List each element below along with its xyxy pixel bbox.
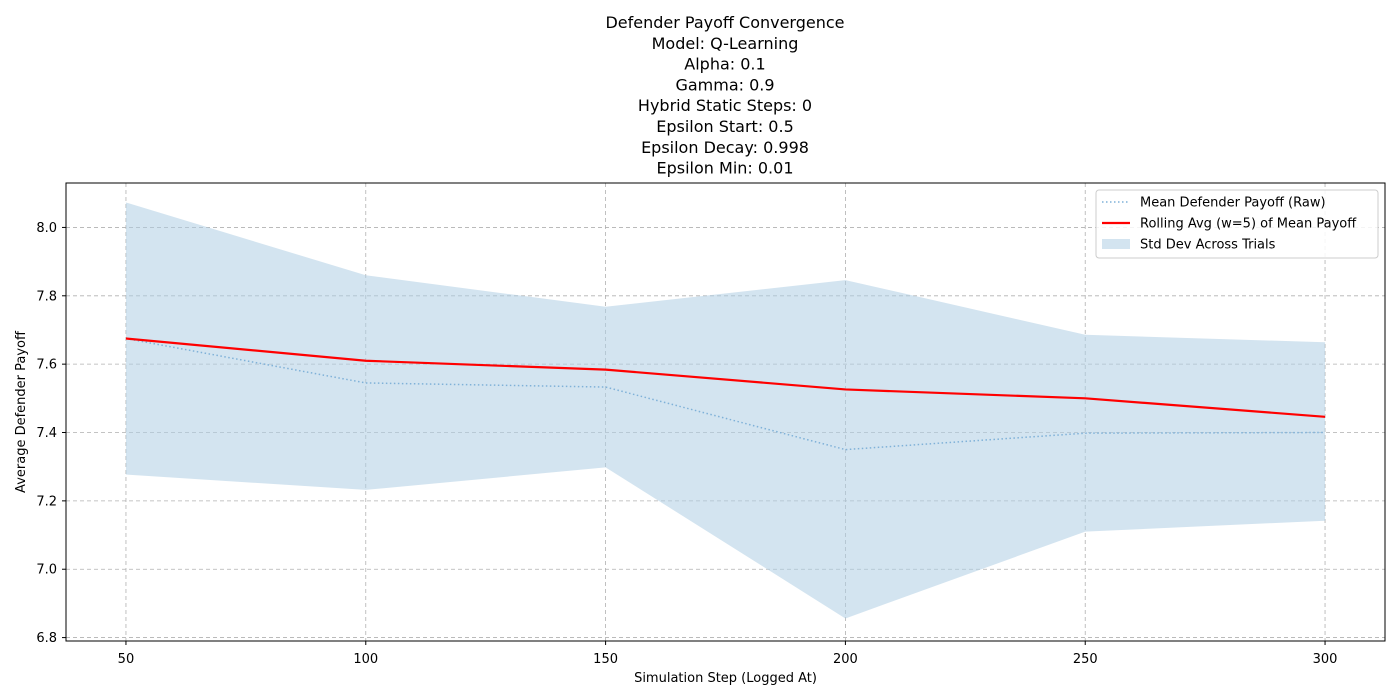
x-tick-label: 100 [353,652,378,667]
legend-item-raw-mean: Mean Defender Payoff (Raw) [1102,196,1326,211]
x-axis-ticks: 50 100 150 200 250 300 [118,641,1338,667]
legend-label: Mean Defender Payoff (Raw) [1140,196,1326,211]
x-tick-label: 300 [1313,652,1338,667]
y-tick-label: 8.0 [36,221,57,236]
x-tick-label: 200 [833,652,858,667]
chart-title: Defender Payoff Convergence Model: Q-Lear… [605,13,844,178]
x-tick-label: 50 [118,652,135,667]
title-line: Defender Payoff Convergence [605,13,844,32]
y-tick-label: 7.6 [36,358,57,373]
legend-label: Std Dev Across Trials [1140,238,1276,253]
y-tick-label: 6.8 [36,631,57,646]
title-line: Hybrid Static Steps: 0 [638,96,812,115]
title-line: Epsilon Min: 0.01 [657,159,794,178]
y-tick-label: 7.2 [36,494,57,509]
y-tick-label: 7.8 [36,289,57,304]
y-axis-label: Average Defender Payoff [14,330,29,493]
legend-item-rolling-avg: Rolling Avg (w=5) of Mean Payoff [1102,217,1357,232]
legend-box [1095,189,1379,259]
rolling-avg-line [125,337,1326,418]
title-line: Epsilon Start: 0.5 [656,117,794,136]
title-line: Epsilon Decay: 0.998 [641,138,809,157]
title-line: Model: Q-Learning [652,34,799,53]
y-tick-label: 7.0 [36,563,57,578]
legend-swatch [1102,239,1130,249]
y-tick-label: 7.4 [36,426,57,441]
legend: Mean Defender Payoff (Raw) Rolling Avg (w… [1095,189,1379,259]
x-tick-label: 250 [1073,652,1098,667]
std-dev-band-group [125,202,1326,619]
plot-frame [65,182,1386,642]
x-axis-label: Simulation Step (Logged At) [634,671,817,686]
title-line: Gamma: 0.9 [675,75,774,94]
std-dev-band [125,202,1326,619]
legend-label: Rolling Avg (w=5) of Mean Payoff [1140,217,1357,232]
y-axis-ticks: 6.8 7.0 7.2 7.4 7.6 7.8 8.0 [36,221,66,646]
x-tick-label: 150 [593,652,618,667]
title-line: Alpha: 0.1 [684,55,765,74]
legend-item-std-dev: Std Dev Across Trials [1102,238,1276,253]
series-group [125,337,1326,451]
